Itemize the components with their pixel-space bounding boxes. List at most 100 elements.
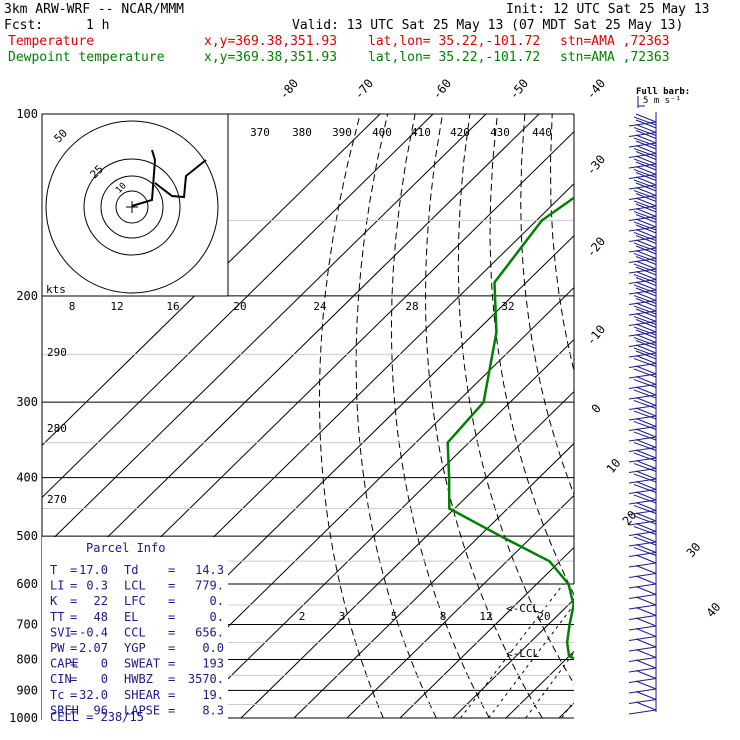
isotherm--20 — [399, 546, 574, 719]
isotherm-label--50: -50 — [507, 76, 532, 102]
hodograph-ring-small — [115, 190, 149, 224]
hodograph-ring-middle — [100, 175, 164, 239]
hodograph-trace — [131, 149, 207, 207]
wind-barb-flag — [635, 151, 657, 160]
wind-barb-shaft — [628, 321, 657, 326]
dewpoint-station: stn=AMA ,72363 — [560, 50, 670, 65]
wind-barb-flag — [635, 266, 657, 276]
mixing-ratio-8 — [561, 700, 574, 719]
parcel-eq2-7: = — [168, 672, 175, 686]
mixing-ratio-2 — [460, 583, 564, 719]
parcel-eq-1: = — [70, 579, 77, 593]
isotherm--140 — [42, 114, 381, 447]
mixing-ratio-3 — [488, 604, 574, 719]
wind-barb-flag — [635, 481, 657, 490]
wind-barb-flag — [633, 169, 657, 178]
wind-barb-shaft — [628, 499, 657, 505]
dry-adiabat-310 — [520, 114, 574, 496]
wind-barb-flag — [635, 256, 657, 265]
wind-barb-flag — [635, 319, 657, 328]
parcel-key2-5: YGP — [124, 641, 146, 655]
parcel-eq2-4: = — [168, 625, 175, 639]
wind-barb-flag — [635, 680, 657, 690]
wind-barb-flag — [635, 470, 657, 480]
wind-barb-flag — [635, 161, 657, 171]
wind-barb-flag — [635, 523, 657, 532]
wind-barb-flag — [635, 193, 657, 202]
parcel-eq-8: = — [70, 688, 77, 702]
theta-label-440: 440 — [532, 126, 552, 139]
wind-barb-flag — [633, 452, 657, 462]
mixing-ratio-low-label-8: 8 — [440, 610, 447, 623]
pressure-label-500: 500 — [16, 529, 38, 543]
wind-barb-flag — [635, 235, 657, 244]
parcel-key2-6: SWEAT — [124, 657, 160, 671]
wind-barb-flag — [635, 197, 657, 207]
parcel-key2-4: CCL — [124, 625, 146, 639]
wind-barb-flag — [635, 187, 657, 196]
isotherm--60 — [187, 338, 574, 719]
wind-barb-flag — [635, 124, 657, 133]
wind-barb-flag — [635, 649, 657, 658]
parcel-val2-5: 0.0 — [202, 641, 224, 655]
parcel-val-9: 96 — [94, 703, 108, 717]
wind-barb-flag — [635, 298, 657, 307]
mixing-ratio-low-label-12: 12 — [479, 610, 492, 623]
wind-barb-flag — [635, 308, 657, 318]
wind-barb-flag — [635, 113, 657, 123]
pressure-label-200: 200 — [16, 289, 38, 303]
wind-barb-flag — [635, 134, 657, 144]
wind-barb-shaft — [628, 121, 657, 127]
wind-barb-flag — [635, 130, 657, 139]
dry-adiabat-330 — [579, 114, 740, 718]
mixing-ratio-low-label-3: 3 — [339, 610, 346, 623]
hodograph-ring-outer — [83, 158, 181, 256]
dry-adiabat-360 — [662, 114, 740, 718]
parcel-eq-6: = — [70, 657, 77, 671]
isotherm-label--20: -20 — [584, 234, 609, 260]
wind-barb-flag — [633, 442, 657, 451]
adiabat-label-290: 290 — [47, 346, 67, 359]
parcel-key2-7: HWBZ — [124, 672, 153, 686]
wind-barb-flag — [633, 389, 657, 399]
wind-barb-flag — [633, 515, 657, 525]
parcel-eq-7: = — [70, 672, 77, 686]
parcel-key2-3: EL — [124, 610, 138, 624]
wind-barb-shaft — [628, 657, 657, 662]
wind-barb-flag — [635, 638, 657, 648]
parcel-eq2-6: = — [168, 657, 175, 671]
wind-barb-flag — [635, 155, 657, 165]
dry-adiabat-290 — [457, 114, 574, 685]
wind-barb-shaft — [628, 258, 657, 263]
wind-barb-shaft — [628, 300, 657, 305]
pressure-label-300: 300 — [16, 395, 38, 409]
wind-barb-flag — [635, 344, 657, 354]
wind-barb-flag — [635, 334, 657, 343]
wind-barb-flag — [635, 329, 657, 339]
isotherm--30 — [346, 494, 574, 719]
wind-barb-shaft — [628, 531, 657, 536]
wind-barb-flag — [635, 386, 657, 396]
wind-barb-flag — [635, 575, 657, 585]
lcl-annotation: <-LCL — [506, 647, 539, 660]
wind-barb-shaft — [628, 331, 657, 337]
wind-barb-shaft — [628, 478, 657, 484]
wind-barb-flag — [633, 431, 657, 441]
wind-barb-shaft — [628, 205, 657, 211]
wind-barb-flag — [633, 253, 657, 262]
wind-barb-shaft — [628, 699, 657, 704]
wind-barb-flag — [635, 302, 657, 312]
wind-barb-flag — [635, 586, 657, 595]
wind-barb-shaft — [628, 552, 657, 557]
parcel-val2-8: 19. — [202, 688, 224, 702]
parcel-cell: CELL = 238/15 — [50, 710, 144, 724]
wind-barb-flag — [635, 176, 657, 186]
isotherm-label--80: -80 — [277, 76, 302, 102]
wind-barb-flag — [635, 182, 657, 192]
wind-barb-flag — [635, 145, 657, 154]
wind-barb-flag — [633, 379, 657, 388]
dry-adiabat-270 — [390, 114, 490, 719]
wind-barb-flag — [635, 214, 657, 223]
wind-barb-shaft — [628, 667, 657, 673]
